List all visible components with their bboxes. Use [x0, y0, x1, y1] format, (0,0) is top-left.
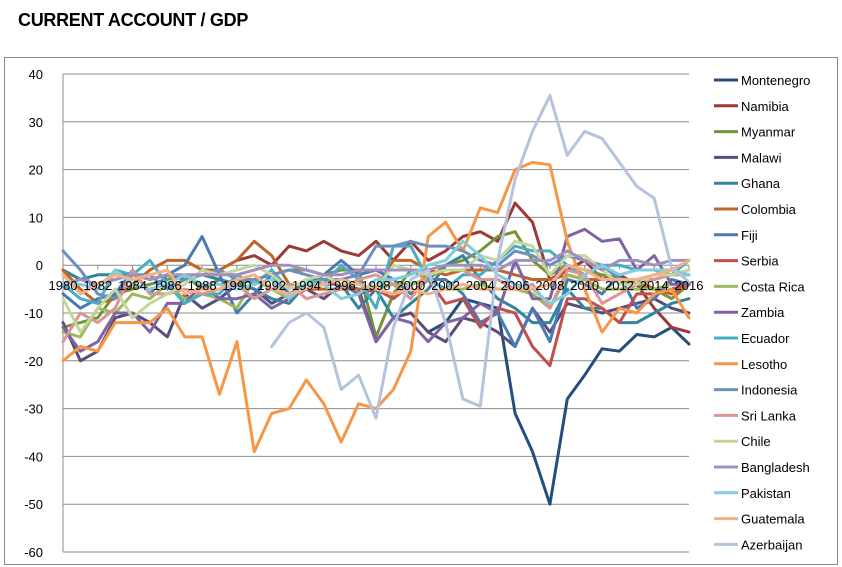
- chart-frame: 40 30 20 10 0 -10 -20 -30 -40 -50 -60 1980 1982 1984…: [4, 57, 838, 565]
- x-tick-label: 2010: [570, 278, 599, 293]
- x-tick-label: 1990: [222, 278, 251, 293]
- y-tick-label: 10: [29, 210, 43, 225]
- x-tick-label: 1992: [257, 278, 286, 293]
- legend-label: Namibia: [741, 99, 789, 114]
- x-tick-label: 2002: [431, 278, 460, 293]
- x-tick-label: 2006: [501, 278, 530, 293]
- y-tick-label: -40: [24, 449, 43, 464]
- legend: Montenegro Namibia Myanmar Malawi Ghana Colom…: [714, 73, 810, 552]
- y-tick-label: 20: [29, 163, 43, 178]
- legend-label: Costa Rica: [741, 279, 805, 294]
- legend-label: Serbia: [741, 254, 779, 269]
- series-line-pakistan: [61, 239, 691, 305]
- legend-label: Zambia: [741, 305, 785, 320]
- x-tick-label: 2000: [396, 278, 425, 293]
- y-tick-label: -60: [24, 545, 43, 560]
- page-title: CURRENT ACCOUNT / GDP: [18, 10, 249, 30]
- x-tick-label: 1998: [362, 278, 391, 293]
- y-tick-label: -30: [24, 402, 43, 417]
- legend-label: Bangladesh: [741, 460, 810, 475]
- legend-label: Ecuador: [741, 331, 790, 346]
- x-tick-label: 1980: [49, 278, 78, 293]
- series-line-montenegro: [426, 297, 691, 506]
- y-axis-ticks: 40 30 20 10 0 -10 -20 -30 -40 -50 -60: [24, 67, 43, 560]
- legend-label: Chile: [741, 434, 771, 449]
- legend-label: Ghana: [741, 176, 781, 191]
- legend-label: Sri Lanka: [741, 408, 797, 423]
- legend-label: Azerbaijan: [741, 537, 802, 552]
- legend-label: Fiji: [741, 228, 758, 243]
- x-axis-ticks: 1980 1982 1984 1986 1988 1990 1992 1994 1996 1998…: [49, 278, 704, 293]
- legend-label: Lesotho: [741, 357, 787, 372]
- x-tick-label: 1982: [83, 278, 112, 293]
- y-tick-label: 0: [36, 258, 43, 273]
- legend-label: Pakistan: [741, 486, 791, 501]
- x-tick-label: 2016: [675, 278, 704, 293]
- x-tick-label: 1994: [292, 278, 321, 293]
- series-lines: [61, 94, 691, 506]
- series-line-azerbaijan: [270, 94, 691, 420]
- legend-label: Colombia: [741, 202, 797, 217]
- x-tick-label: 2008: [535, 278, 564, 293]
- y-tick-label: 30: [29, 115, 43, 130]
- legend-label: Myanmar: [741, 125, 796, 140]
- series-line-lesotho: [61, 160, 691, 454]
- series-line-bangladesh: [61, 249, 691, 286]
- legend-label: Malawi: [741, 150, 782, 165]
- y-tick-label: 40: [29, 67, 43, 82]
- x-tick-label: 1986: [153, 278, 182, 293]
- x-tick-label: 1996: [327, 278, 356, 293]
- y-tick-label: -10: [24, 306, 43, 321]
- x-tick-label: 2014: [640, 278, 669, 293]
- legend-label: Indonesia: [741, 383, 798, 398]
- legend-label: Montenegro: [741, 73, 810, 88]
- x-tick-label: 1984: [118, 278, 147, 293]
- legend-label: Guatemala: [741, 512, 805, 527]
- series-line-zambia: [61, 227, 691, 353]
- series-line-guatemala: [61, 258, 691, 296]
- x-tick-label: 2012: [605, 278, 634, 293]
- y-tick-label: -20: [24, 354, 43, 369]
- x-tick-label: 1988: [188, 278, 217, 293]
- y-tick-label: -50: [24, 497, 43, 512]
- x-tick-label: 2004: [466, 278, 495, 293]
